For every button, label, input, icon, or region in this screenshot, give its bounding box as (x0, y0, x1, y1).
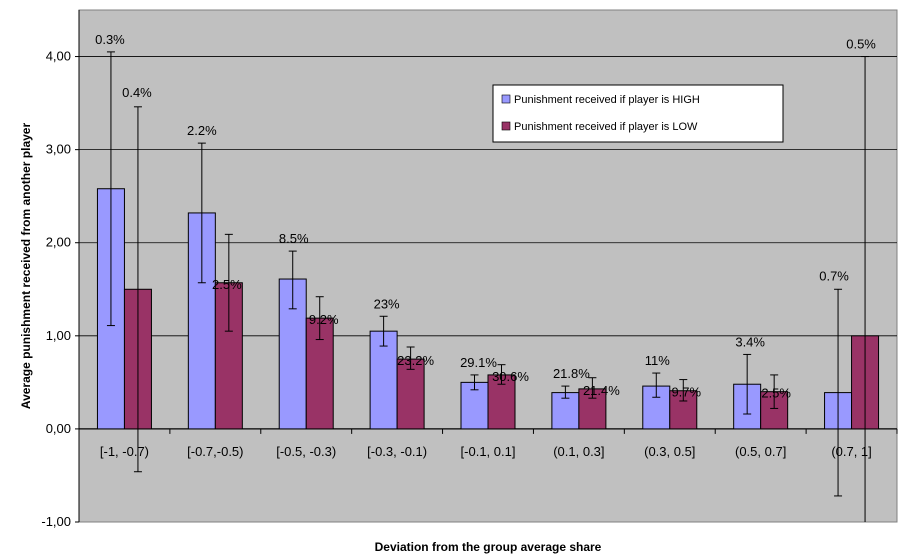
bar-low (396, 358, 425, 430)
data-label: 0.7% (819, 268, 849, 283)
bar-high (278, 278, 307, 430)
data-label: 21.8% (553, 366, 590, 381)
bar-high (642, 385, 671, 430)
category-label: (0.7, 1] (831, 444, 871, 459)
y-axis-ticks: -1,00 0,00 1,00 2,00 3,00 4,00 (41, 10, 80, 529)
legend-box (492, 84, 784, 143)
data-label: 11% (645, 353, 670, 368)
category-labels: [-1, -0.7) [-0.7,-0.5) [-0.5, -0.3) [-0.3, … (78, 428, 898, 459)
data-label: 0.4% (122, 85, 152, 100)
y-tick-label: 2,00 (46, 235, 71, 250)
data-label: 2.5% (761, 386, 791, 401)
error-bars (106, 51, 870, 522)
data-label: 9.7% (671, 385, 701, 400)
legend-label-low: Punishment received if player is LOW (514, 121, 698, 133)
data-label: 0.3% (95, 32, 125, 47)
data-label: 29.1% (460, 355, 497, 370)
legend-swatch-high (501, 94, 511, 104)
y-tick-label: -1,00 (41, 514, 71, 529)
y-axis-title: Average punishment received from another… (19, 123, 33, 410)
y-tick-label: 3,00 (46, 142, 71, 157)
x-axis-title: Deviation from the group average share (375, 540, 602, 554)
data-label: 23.2% (397, 353, 434, 368)
category-label: [-0.1, 0.1] (461, 444, 516, 459)
data-label: 3.4% (735, 334, 765, 349)
y-tick-label: 0,00 (46, 421, 71, 436)
data-label: 23% (374, 296, 400, 311)
category-label: (0.1, 0.3] (553, 444, 604, 459)
data-label: 2.2% (187, 123, 217, 138)
bar-high (460, 381, 489, 430)
data-label: 8.5% (279, 231, 309, 246)
y-tick-label: 1,00 (46, 328, 71, 343)
data-label: 9.2% (309, 312, 339, 327)
data-labels: 0.3% 0.4% 2.2% 2.5% 8.5% 9.2% 23% 23.2% 29.1%30.… (95, 32, 876, 401)
category-label: [-1, -0.7) (100, 444, 149, 459)
legend-label-high: Punishment received if player is HIGH (514, 94, 700, 106)
category-label: [-0.3, -0.1) (367, 444, 427, 459)
legend: Punishment received if player is HIGH Pu… (492, 84, 784, 143)
data-label: 2.5% (212, 277, 242, 292)
data-label: 0.5% (846, 37, 876, 52)
data-label: 21.4% (583, 383, 620, 398)
category-label: [-0.7,-0.5) (187, 444, 243, 459)
y-tick-label: 4,00 (46, 49, 71, 64)
data-label: 30.6% (492, 369, 529, 384)
category-label: (0.5, 0.7] (735, 444, 786, 459)
legend-swatch-low (501, 121, 511, 131)
category-label: [-0.5, -0.3) (276, 444, 336, 459)
category-label: (0.3, 0.5] (644, 444, 695, 459)
